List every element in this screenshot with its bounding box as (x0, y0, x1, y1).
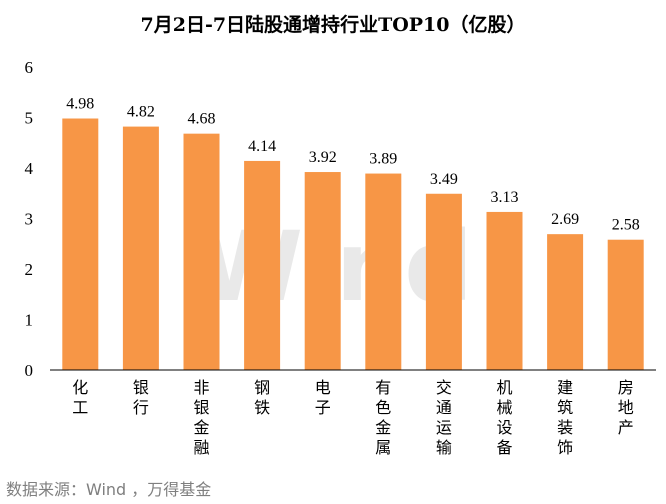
category-label: 交通运输 (436, 378, 452, 457)
category-label: 银行 (133, 378, 149, 417)
source-note: 数据来源：Wind ，万得基金 (6, 480, 212, 499)
data-label: 4.82 (127, 104, 155, 121)
category-label: 非银金融 (193, 378, 209, 457)
category-label: 电子 (315, 378, 331, 417)
data-label: 3.89 (369, 151, 397, 168)
bar (244, 160, 281, 370)
data-label: 4.14 (248, 138, 276, 155)
y-axis: 0 1 2 3 4 5 6 (25, 58, 34, 380)
data-label: 3.49 (430, 171, 458, 188)
bar (547, 234, 584, 370)
data-label: 2.58 (612, 217, 640, 234)
category-label: 机械设备 (496, 378, 512, 457)
bar (62, 118, 99, 370)
x-axis: 化工 银行 非银金融 钢铁 电子 有色金属 交通运输 机械设备 建筑装饰 房地产 (72, 378, 633, 457)
y-tick-label: 2 (25, 260, 34, 279)
bar (425, 193, 462, 370)
category-label: 钢铁 (254, 378, 270, 417)
category-label: 化工 (72, 378, 88, 417)
bar (183, 133, 220, 370)
data-label: 4.68 (188, 111, 216, 128)
bar (607, 239, 644, 370)
y-tick-label: 4 (25, 159, 34, 178)
category-label: 有色金属 (375, 378, 391, 457)
bars (62, 118, 644, 370)
data-label: 3.13 (491, 189, 519, 206)
bar (365, 173, 402, 370)
data-label: 2.69 (551, 211, 579, 228)
y-tick-label: 5 (25, 109, 34, 128)
chart-title: 7月2日-7日陆股通增持行业TOP10（亿股） (141, 13, 526, 36)
bar (122, 126, 159, 370)
bar (486, 211, 523, 370)
data-label: 3.92 (309, 149, 337, 166)
y-tick-label: 1 (25, 311, 34, 330)
y-tick-label: 6 (25, 58, 34, 77)
y-tick-label: 3 (25, 210, 34, 229)
y-tick-label: 0 (25, 361, 34, 380)
data-label: 4.98 (66, 96, 94, 113)
bar (304, 172, 341, 370)
category-label: 建筑装饰 (557, 378, 573, 457)
data-labels: 4.98 4.82 4.68 4.14 3.92 3.89 3.49 3.13 2.69 2.58 (66, 96, 639, 234)
category-label: 房地产 (618, 378, 634, 437)
